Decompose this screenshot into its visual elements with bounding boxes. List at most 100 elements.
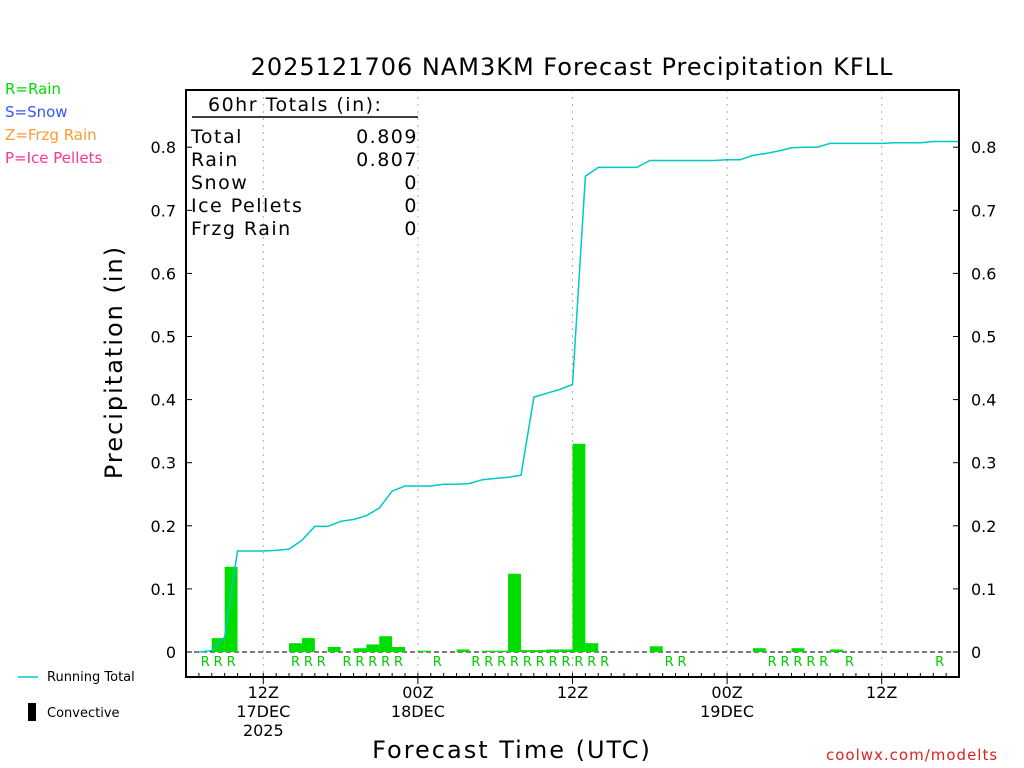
y-tick-label: 0 — [166, 643, 176, 662]
y-tick-label-right: 0.1 — [971, 580, 996, 599]
y-tick-label-right: 0.7 — [971, 201, 996, 220]
precip-type-label: R — [497, 655, 506, 670]
precip-type-label: R — [368, 655, 377, 670]
y-tick-label: 0.4 — [151, 391, 176, 410]
precip-bar — [327, 646, 341, 652]
precip-bar — [353, 648, 367, 652]
precip-type-label: R — [536, 655, 545, 670]
precip-bar — [289, 643, 302, 652]
precip-type-label: R — [845, 655, 854, 670]
convective-legend-label: Convective — [47, 706, 120, 721]
y-tick-label-right: 0.3 — [971, 454, 996, 473]
precip-type-label: R — [768, 655, 777, 670]
credit-text: coolwx.com/modelts — [826, 746, 999, 764]
precip-bar — [211, 638, 225, 652]
precip-bar — [585, 643, 599, 652]
totals-row-label: Total — [190, 126, 243, 148]
precip-type-legend-item: R=Rain — [5, 80, 61, 98]
precip-type-label: R — [781, 655, 790, 670]
precip-type-label: R — [433, 655, 442, 670]
precip-type-label: R — [819, 655, 828, 670]
precip-bar — [417, 650, 431, 652]
y-tick-label: 0.3 — [151, 454, 176, 473]
precip-bar — [572, 443, 586, 652]
precip-type-label: R — [677, 655, 686, 670]
totals-row-value: 0 — [404, 172, 418, 194]
totals-row-value: 0 — [404, 218, 418, 240]
convective-legend-swatch — [28, 703, 36, 721]
y-tick-label-right: 0.6 — [971, 264, 996, 283]
precip-type-label: R — [471, 655, 480, 670]
y-axis-ticks: 0 00.1 0.10.2 0.20.3 0.30.4 0.40.5 0.50.6 0.60.… — [151, 138, 997, 662]
precip-type-label: R — [574, 655, 583, 670]
precip-type-label: R — [355, 655, 364, 670]
totals-row-value: 0 — [404, 195, 418, 217]
precip-type-label: R — [291, 655, 300, 670]
precip-type-label: R — [587, 655, 596, 670]
y-axis-label: Precipitation (in) — [100, 245, 128, 479]
chart-title: 2025121706 NAM3KM Forecast Precipitation… — [251, 53, 894, 81]
precip-type-legend-item: P=Ice Pellets — [5, 149, 103, 167]
precip-type-label: R — [935, 655, 944, 670]
running-total-legend-label: Running Total — [47, 670, 135, 685]
precip-bar — [546, 649, 560, 652]
precip-bars — [211, 443, 844, 652]
precip-bar — [495, 650, 509, 652]
precip-bar — [301, 638, 315, 652]
precip-type-label: R — [214, 655, 223, 670]
x-tick-label: 12Z — [866, 683, 897, 702]
precip-bar — [830, 649, 844, 652]
precip-bar — [508, 573, 521, 652]
precip-type-label: R — [600, 655, 609, 670]
precip-type-legend-item: S=Snow — [5, 103, 68, 121]
totals-header: 60hr Totals (in): — [208, 94, 382, 116]
x-tick-label: 18DEC — [391, 702, 445, 721]
totals-row-label: Snow — [191, 172, 248, 194]
precip-type-label: R — [227, 655, 236, 670]
totals-box: 60hr Totals (in): Total 0.809 Rain 0.807 Sno… — [190, 94, 418, 240]
x-tick-label: 12Z — [248, 683, 279, 702]
precip-bar — [559, 649, 573, 652]
precip-type-label: R — [201, 655, 210, 670]
precip-type-legend-item: Z=Frzg Rain — [5, 126, 97, 144]
y-tick-label: 0.2 — [151, 517, 176, 536]
precip-type-label: R — [381, 655, 390, 670]
precip-type-label: R — [523, 655, 532, 670]
precip-bar — [533, 650, 547, 652]
y-tick-label: 0.1 — [151, 580, 176, 599]
y-tick-label: 0.6 — [151, 264, 176, 283]
precip-type-label: R — [793, 655, 802, 670]
x-axis-label: Forecast Time (UTC) — [372, 736, 652, 764]
y-tick-label-right: 0.8 — [971, 138, 996, 157]
running-total-line — [198, 140, 959, 653]
precip-bar — [392, 646, 406, 652]
x-tick-label: 00Z — [402, 683, 433, 702]
y-tick-label-right: 0.4 — [971, 391, 996, 410]
precip-bar — [791, 648, 805, 652]
x-tick-label: 17DEC — [236, 702, 290, 721]
precip-type-label: R — [510, 655, 519, 670]
precip-type-label: R — [806, 655, 815, 670]
totals-row-label: Frzg Rain — [191, 218, 292, 240]
x-tick-label: 19DEC — [700, 702, 754, 721]
totals-row-label: Rain — [191, 149, 239, 171]
totals-row-value: 0.809 — [356, 126, 418, 148]
y-tick-label-right: 0 — [971, 643, 981, 662]
y-tick-label: 0.8 — [151, 138, 176, 157]
precip-type-label: R — [562, 655, 571, 670]
precip-bar — [482, 650, 496, 652]
precip-bar — [224, 566, 238, 652]
precip-type-label: R — [549, 655, 558, 670]
x-tick-label: 00Z — [711, 683, 742, 702]
x-tick-label: 12Z — [557, 683, 588, 702]
y-tick-label-right: 0.5 — [971, 328, 996, 347]
totals-row-value: 0.807 — [356, 149, 418, 171]
y-tick-label-right: 0.2 — [971, 517, 996, 536]
precip-bar — [379, 636, 393, 652]
precip-type-label: R — [304, 655, 313, 670]
precip-bar — [649, 646, 663, 652]
y-tick-label: 0.7 — [151, 201, 176, 220]
precip-type-label: R — [394, 655, 403, 670]
